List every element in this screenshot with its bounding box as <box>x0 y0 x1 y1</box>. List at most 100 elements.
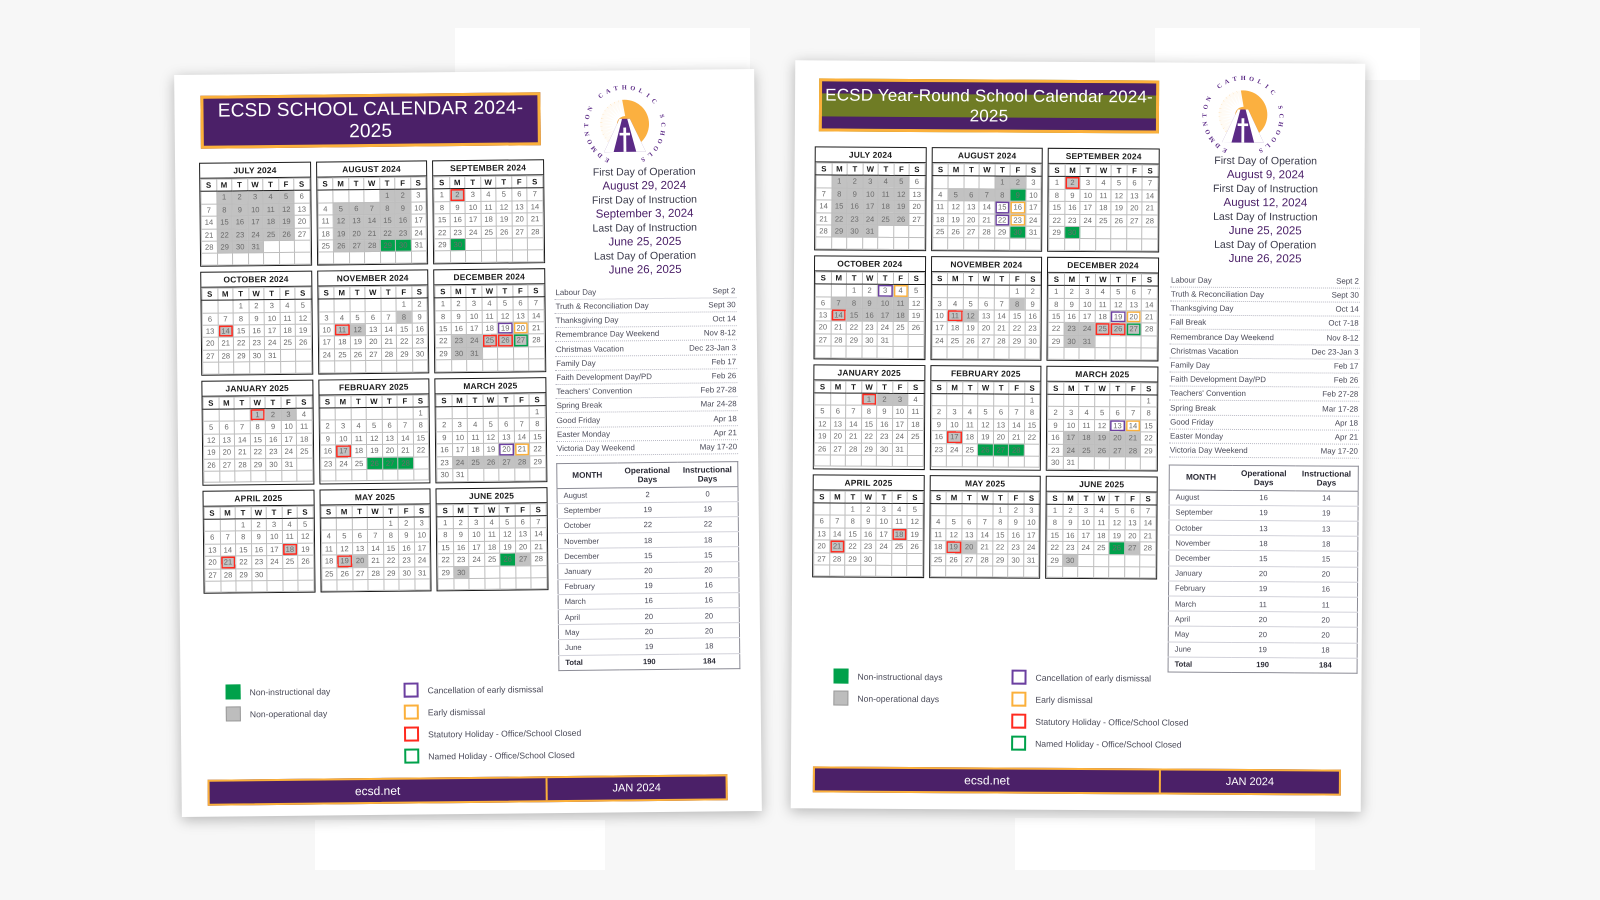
day-cell: 9 <box>398 529 415 542</box>
week-row: 29 30 <box>437 565 547 579</box>
day-cell: 7 <box>380 310 397 324</box>
empty-day-cell <box>1008 456 1024 468</box>
day-cell: 18 <box>947 322 963 335</box>
footer-website[interactable]: ecsd.net <box>209 778 548 804</box>
legend-label: Non-operational day <box>249 707 328 719</box>
empty-day-cell <box>1125 394 1141 408</box>
day-cell: 17 <box>1063 431 1079 445</box>
day-cell: 27 <box>815 333 831 347</box>
day-of-week-header: T <box>1078 492 1094 505</box>
empty-day-cell <box>992 565 1008 578</box>
day-cell: 20 <box>352 554 368 568</box>
day-cell: 19 <box>278 215 295 229</box>
day-cell: 31 <box>877 334 893 347</box>
day-of-week-header: T <box>379 177 395 190</box>
month-day-grid: S M T W T F S 1 2 3 4 5 6 7 8 9 10 11 12 13 14 15 16 17 18 19 20 21… <box>200 178 311 266</box>
day-cell: 6 <box>1126 286 1142 299</box>
stats-operational-days: 20 <box>1231 626 1295 643</box>
day-cell: 4 <box>317 202 334 216</box>
empty-day-cell <box>908 237 925 250</box>
footer-website[interactable]: ecsd.net <box>814 768 1161 793</box>
empty-day-cell <box>414 578 431 591</box>
day-cell: 27 <box>382 456 398 470</box>
day-cell: 1 <box>1048 285 1065 299</box>
day-cell: 2 <box>1047 406 1064 420</box>
empty-day-cell <box>875 565 892 577</box>
day-cell: 14 <box>528 309 545 322</box>
day-cell: 9 <box>1062 516 1079 530</box>
day-of-week-header: T <box>962 381 978 394</box>
day-cell: 13 <box>908 188 925 201</box>
day-cell: 25 <box>480 225 497 239</box>
day-of-week-header: T <box>231 178 248 192</box>
month-day-grid: S M T W T F S 1 2 3 4 5 6 7 8 9 10 11 12 13 14 15 16 17 18 19 20 21… <box>930 381 1041 468</box>
day-cell: 10 <box>862 187 879 201</box>
day-cell: 15 <box>992 528 1009 542</box>
day-cell: 20 <box>1109 431 1126 445</box>
empty-day-cell <box>348 189 365 203</box>
empty-day-cell <box>1093 456 1110 470</box>
month-day-grid: S M T W T F S 1 2 3 4 5 6 7 8 9 10 11 12 13 14 15 16 17 18 19 20 21… <box>813 490 923 577</box>
day-of-week-header: S <box>816 162 832 176</box>
day-cell: 5 <box>893 175 910 189</box>
week-row: 1 <box>931 393 1040 407</box>
month-day-grid: S M T W T F S 1 2 3 4 5 6 7 8 9 10 11 12 13 14 15 16 17 18 19 20 21… <box>814 271 925 359</box>
stats-operational-days: 18 <box>1231 535 1295 552</box>
week-row: 25 26 27 28 29 30 31 <box>930 553 1039 567</box>
day-cell: 5 <box>962 297 979 310</box>
day-cell: 19 <box>962 322 979 335</box>
week-row: 8 9 10 11 12 13 14 <box>435 309 545 323</box>
day-cell: 9 <box>860 515 877 528</box>
holiday-date: Feb 27-28 <box>1322 389 1359 400</box>
empty-day-cell <box>978 347 994 359</box>
day-of-week-header: T <box>876 490 892 504</box>
day-cell: 29 <box>437 566 454 579</box>
empty-day-cell <box>332 190 349 203</box>
day-cell: 26 <box>483 455 499 469</box>
empty-day-cell <box>351 517 368 531</box>
legend-item: Early dismissal <box>403 703 581 720</box>
empty-day-cell <box>202 362 219 374</box>
day-cell: 6 <box>1124 504 1141 518</box>
day-cell: 23 <box>248 337 265 350</box>
day-cell: 6 <box>815 296 831 310</box>
day-cell: 3 <box>263 299 280 313</box>
empty-day-cell <box>467 468 484 482</box>
empty-day-cell <box>482 347 498 360</box>
day-of-week-header: T <box>350 395 367 408</box>
legend-swatch-out-red <box>403 726 420 742</box>
day-cell: 14 <box>829 527 845 541</box>
day-of-week-header: W <box>367 504 383 518</box>
day-cell: 4 <box>932 188 949 201</box>
empty-day-cell <box>948 176 964 189</box>
day-of-week-header: T <box>992 491 1009 504</box>
empty-day-cell <box>961 565 977 578</box>
day-cell: 25 <box>334 348 351 362</box>
day-cell: 23 <box>398 554 415 567</box>
stats-instructional-days: 20 <box>1294 566 1358 583</box>
month-day-grid: S M T W T F S 1 2 3 4 5 6 7 8 9 10 11 12 13 14 15 16 17 18 19 20 21… <box>932 163 1042 251</box>
empty-day-cell <box>830 393 846 406</box>
day-of-week-header: S <box>1024 381 1041 395</box>
day-cell: 14 <box>367 542 384 555</box>
empty-day-cell <box>280 361 296 374</box>
month-title: FEBRUARY 2025 <box>930 365 1041 382</box>
day-cell: 22 <box>379 226 396 240</box>
stats-instructional-days: 15 <box>1294 551 1358 567</box>
day-cell: 29 <box>846 333 862 347</box>
empty-day-cell <box>350 407 367 421</box>
month-block: FEBRUARY 2025 S M T W T F S 1 2 3 4 5 6 7 8 9 10 11 12 13 14 1… <box>929 364 1042 471</box>
day-cell: 14 <box>527 200 543 214</box>
day-cell: 8 <box>216 203 233 217</box>
empty-day-cell <box>1077 566 1094 578</box>
day-of-week-header: S <box>1025 164 1042 177</box>
stats-instructional-days: 18 <box>1294 536 1358 552</box>
day-cell: 2 <box>1064 176 1081 190</box>
day-cell: 2 <box>265 408 281 422</box>
holiday-row: Good Friday Apr 18 <box>1169 415 1360 431</box>
day-of-week-header: M <box>216 178 232 192</box>
day-of-week-header: S <box>815 271 831 285</box>
svg-text:C: C <box>1216 82 1224 91</box>
day-cell: 13 <box>204 543 221 557</box>
